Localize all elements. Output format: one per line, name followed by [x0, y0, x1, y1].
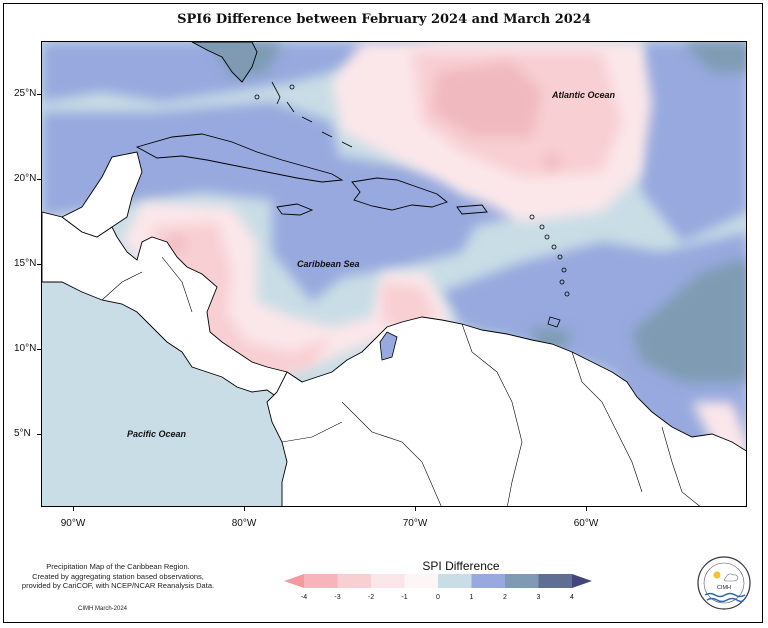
x-tick-mark [415, 507, 416, 511]
lake-maracaibo [379, 331, 398, 361]
y-tick-mark [37, 434, 41, 435]
y-tick-mark [37, 349, 41, 350]
x-tick-mark [586, 507, 587, 511]
legend-tick-label: 0 [436, 594, 440, 601]
legend-swatch [404, 574, 439, 588]
caribbean-sea-label: Caribbean Sea [297, 259, 360, 269]
x-tick-mark [244, 507, 245, 511]
x-tick-80w: 80°W [231, 518, 257, 529]
wave-icon [706, 597, 744, 603]
cimh-logo: CIMH [697, 556, 751, 610]
strong-pink-zones [169, 62, 560, 253]
country-borders [101, 256, 700, 506]
hispaniola-outline [351, 177, 448, 211]
legend-tick-label: 4 [570, 594, 574, 601]
y-tick-15n: 15°N [14, 258, 37, 269]
credit-footer: CIMH March-2024 [78, 606, 128, 612]
x-tick-60w: 60°W [573, 518, 599, 529]
atlantic-ocean-label: Atlantic Ocean [551, 90, 616, 100]
bahamas-outline [254, 81, 353, 148]
x-tick-90w: 90°W [60, 518, 86, 529]
legend-tick-label: 2 [503, 594, 507, 601]
legend-swatch [337, 574, 372, 588]
y-tick-mark [37, 264, 41, 265]
legend-swatch [471, 574, 506, 588]
y-tick-mark [37, 179, 41, 180]
logo-text: CIMH [717, 585, 731, 591]
credit-line-3: provided by CariCOF, with NCEP/NCAR Rean… [21, 581, 215, 590]
spi-difference-map: Atlantic Ocean Caribbean Sea Pacific Oce… [42, 42, 746, 506]
legend-arrow-low [284, 574, 304, 588]
yucatan [61, 151, 143, 238]
legend-swatch [304, 574, 338, 588]
y-tick-20n: 20°N [14, 173, 37, 184]
wave-icon [704, 592, 746, 598]
legend-swatch [505, 574, 539, 588]
x-tick-70w: 70°W [402, 518, 428, 529]
legend-tick-label: -1 [401, 594, 407, 601]
legend-tick-label: -2 [368, 594, 374, 601]
legend-swatch [371, 574, 405, 588]
cloud-icon [724, 573, 739, 582]
legend-colorbar: -4 -3 -2 -1 0 1 2 3 4 [284, 574, 592, 601]
lesser-antilles-outline [529, 214, 570, 328]
landmasses [42, 211, 746, 506]
cuba-outline [135, 133, 344, 183]
credit-line-1: Precipitation Map of the Caribbean Regio… [46, 562, 190, 571]
legend-swatch [538, 574, 573, 588]
pacific-ocean-label: Pacific Ocean [127, 429, 187, 439]
x-tick-mark [73, 507, 74, 511]
data-credit: Precipitation Map of the Caribbean Regio… [14, 562, 222, 591]
legend-tick-label: -3 [334, 594, 340, 601]
legend-arrow-high [572, 574, 592, 588]
florida [191, 42, 258, 83]
map-area: Atlantic Ocean Caribbean Sea Pacific Oce… [41, 41, 747, 507]
y-tick-mark [37, 94, 41, 95]
y-tick-5n: 5°N [14, 428, 31, 439]
legend-tick-label: -4 [301, 594, 307, 601]
legend-tick-label: 1 [470, 594, 474, 601]
y-tick-25n: 25°N [14, 88, 37, 99]
credit-line-2: Created by aggregating station based obs… [32, 571, 204, 581]
legend-title: SPI Difference [422, 559, 500, 573]
y-tick-10n: 10°N [14, 343, 37, 354]
puerto-rico-outline [456, 204, 488, 215]
map-title: SPI6 Difference between February 2024 an… [177, 12, 591, 27]
legend-swatch [438, 574, 472, 588]
legend-tick-label: 3 [537, 594, 541, 601]
jamaica-outline [276, 203, 314, 216]
sun-icon [713, 571, 721, 579]
